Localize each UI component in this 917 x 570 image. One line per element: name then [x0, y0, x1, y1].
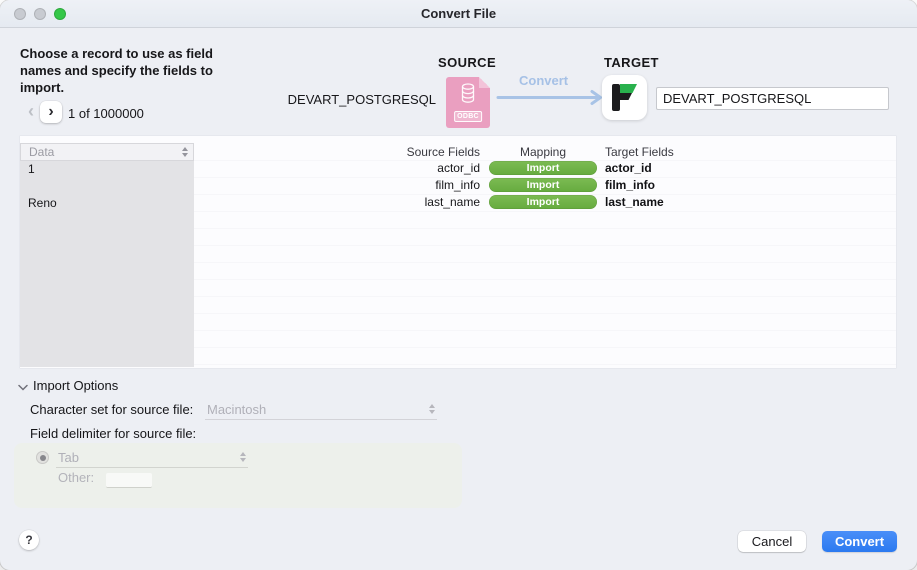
- target-fields-header: Target Fields: [605, 145, 674, 159]
- charset-label: Character set for source file:: [30, 402, 194, 417]
- other-delimiter-label: Other:: [58, 470, 95, 485]
- instruction-text: Choose a record to use as field names an…: [20, 46, 213, 95]
- stepper-icon: [429, 404, 437, 414]
- source-fields-header: Source Fields: [406, 145, 480, 159]
- source-heading: SOURCE: [438, 55, 497, 70]
- data-column-header[interactable]: Data: [20, 143, 194, 161]
- target-field-name[interactable]: film_info: [605, 178, 655, 192]
- mapping-header: Mapping: [519, 145, 567, 159]
- zoom-window-icon[interactable]: [54, 8, 66, 20]
- help-button[interactable]: ?: [19, 530, 39, 550]
- filemaker-logo-icon: [612, 84, 637, 111]
- target-filename-input[interactable]: [656, 87, 889, 110]
- record-value-row: Reno: [28, 196, 57, 210]
- close-window-icon[interactable]: [14, 8, 26, 20]
- charset-selected-value: Macintosh: [207, 401, 267, 417]
- next-record-button[interactable]: ›: [40, 101, 62, 123]
- delimiter-dropdown[interactable]: Tab: [56, 447, 248, 468]
- target-field-name[interactable]: actor_id: [605, 161, 652, 175]
- source-name-label: DEVART_POSTGRESQL: [287, 92, 436, 107]
- convert-flow-label: Convert: [519, 73, 569, 88]
- record-data-list: 1 Reno: [20, 161, 194, 367]
- import-options-heading[interactable]: Import Options: [33, 378, 119, 393]
- delimiter-label: Field delimiter for source file:: [30, 426, 197, 441]
- import-mapping-button[interactable]: Import: [489, 161, 597, 175]
- convert-arrow-icon: [496, 90, 602, 105]
- target-field-name[interactable]: last_name: [605, 195, 664, 209]
- convert-button[interactable]: Convert: [822, 531, 897, 552]
- filemaker-app-icon: [602, 75, 647, 120]
- source-field-name: film_info: [435, 178, 480, 192]
- minimize-window-icon[interactable]: [34, 8, 46, 20]
- cancel-button[interactable]: Cancel: [738, 531, 806, 552]
- import-mapping-button[interactable]: Import: [489, 178, 597, 192]
- record-position-label: 1 of 1000000: [68, 106, 144, 121]
- database-cylinder-icon: [461, 83, 475, 103]
- delimiter-radio-button[interactable]: [36, 451, 49, 464]
- previous-record-button[interactable]: ‹: [28, 101, 34, 121]
- source-field-name: last_name: [424, 195, 480, 209]
- delimiter-selected-value: Tab: [58, 449, 79, 465]
- source-field-name: actor_id: [437, 161, 480, 175]
- window-title: Convert File: [420, 6, 497, 21]
- page-fold-icon: [479, 77, 490, 88]
- title-bar: Convert File: [0, 0, 917, 28]
- record-value-row: [20, 178, 194, 195]
- stepper-icon: [240, 452, 248, 462]
- data-column-header-label: Data: [29, 145, 55, 159]
- delimiter-options-panel: [14, 443, 462, 508]
- odbc-source-file-icon: ODBC: [446, 77, 490, 128]
- stepper-icon: [182, 147, 188, 157]
- record-value-row: 1: [28, 162, 35, 176]
- odbc-badge: ODBC: [454, 111, 482, 122]
- other-delimiter-input[interactable]: [106, 473, 152, 488]
- target-heading: TARGET: [604, 55, 659, 70]
- import-mapping-button[interactable]: Import: [489, 195, 597, 209]
- charset-dropdown[interactable]: Macintosh: [205, 399, 437, 420]
- disclosure-chevron-icon[interactable]: [18, 384, 28, 391]
